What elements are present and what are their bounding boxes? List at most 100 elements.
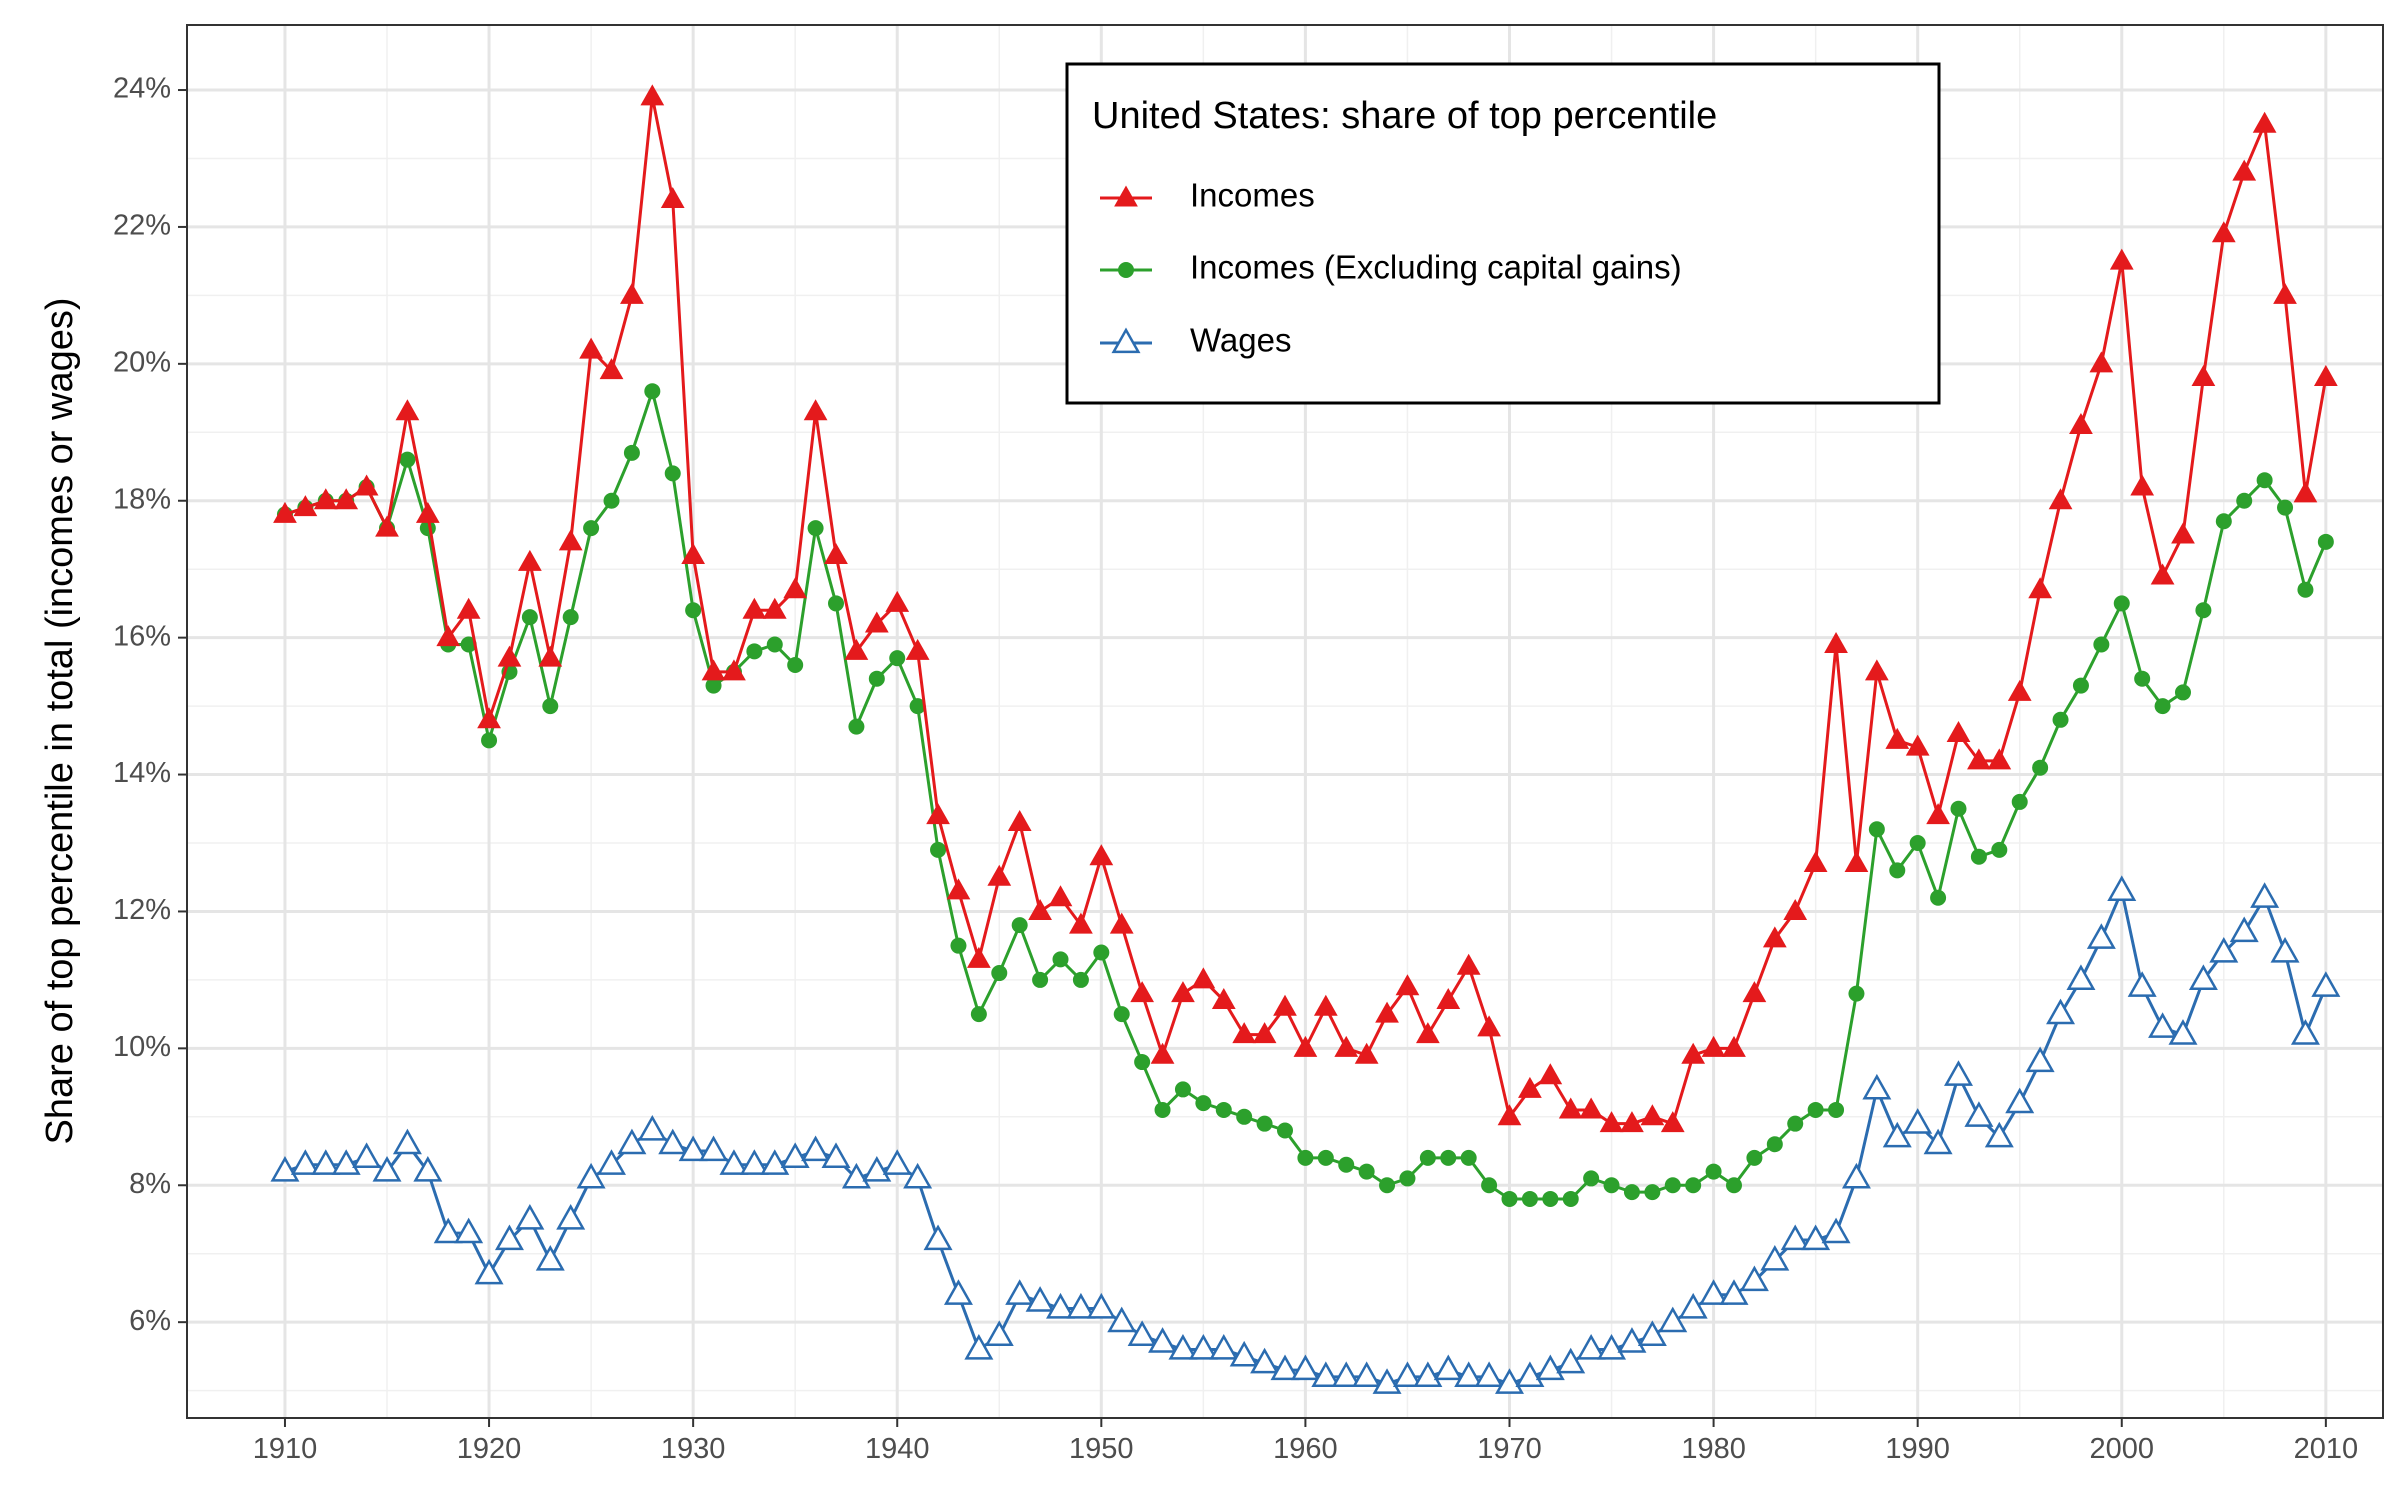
data-point xyxy=(889,650,906,667)
data-point xyxy=(1093,944,1110,961)
data-point xyxy=(1474,1361,1504,1388)
data-point xyxy=(436,625,461,647)
data-point xyxy=(722,659,746,681)
data-point xyxy=(780,1142,810,1168)
data-point xyxy=(1005,1279,1035,1305)
plot-border xyxy=(186,24,2384,1419)
data-point xyxy=(2089,351,2114,373)
data-point xyxy=(844,638,869,660)
data-point xyxy=(1399,1170,1416,1187)
data-point xyxy=(1134,1054,1151,1071)
data-point xyxy=(1419,1149,1436,1166)
data-point xyxy=(273,501,297,523)
legend: United States: share of top percentile I… xyxy=(1065,62,1941,405)
data-point xyxy=(824,543,848,565)
data-point xyxy=(1107,1306,1137,1333)
data-point xyxy=(399,451,416,468)
data-point xyxy=(375,515,399,537)
data-point xyxy=(2195,602,2212,619)
x-tick-label: 1920 xyxy=(457,1433,522,1465)
data-point xyxy=(926,803,950,825)
data-point xyxy=(556,1203,586,1230)
data-point xyxy=(2168,1019,2198,1045)
data-point xyxy=(456,597,481,619)
data-point xyxy=(1174,1081,1191,1098)
data-point xyxy=(1644,1184,1661,1201)
data-point xyxy=(1290,1354,1320,1381)
data-point xyxy=(2277,499,2294,516)
data-point xyxy=(1562,1190,1579,1207)
data-point xyxy=(1640,1104,1665,1126)
data-point xyxy=(1623,1184,1640,1201)
data-point xyxy=(497,645,522,667)
legend-items: Incomes Incomes (Excluding capital gains)… xyxy=(1100,177,1682,359)
data-point xyxy=(2171,522,2195,544)
data-point xyxy=(1824,631,1848,653)
data-point xyxy=(885,590,910,612)
data-point xyxy=(1354,1042,1379,1064)
data-point xyxy=(1725,1177,1742,1194)
data-point xyxy=(2293,481,2318,503)
data-point xyxy=(535,1245,565,1271)
data-point xyxy=(1742,981,1767,1003)
data-point xyxy=(583,520,600,537)
x-tick-label: 1990 xyxy=(1885,1433,1950,1465)
data-point xyxy=(1722,1035,1746,1057)
data-point xyxy=(841,1162,871,1189)
data-point xyxy=(1944,1060,1973,1086)
data-point xyxy=(1311,1361,1341,1388)
data-point xyxy=(760,1149,790,1175)
data-point xyxy=(1970,848,1987,865)
data-point xyxy=(1701,1035,1726,1057)
data-point xyxy=(2215,513,2232,530)
data-point xyxy=(2093,636,2110,653)
data-point xyxy=(617,1128,647,1155)
data-point xyxy=(787,657,804,674)
data-point xyxy=(640,84,665,106)
data-point xyxy=(1072,971,1089,988)
data-point xyxy=(1603,1177,1620,1194)
data-point xyxy=(352,1142,382,1168)
data-point xyxy=(2025,1046,2055,1073)
data-point xyxy=(270,1156,300,1182)
x-tick-label: 2000 xyxy=(2090,1433,2155,1465)
data-point xyxy=(970,1006,987,1023)
data-point xyxy=(2028,577,2053,599)
data-point xyxy=(705,677,722,694)
data-point xyxy=(620,282,644,304)
data-point xyxy=(1392,1361,1422,1388)
data-point xyxy=(1209,1334,1239,1360)
data-point xyxy=(1558,1097,1583,1119)
data-point xyxy=(1481,1177,1498,1194)
data-point xyxy=(1154,1101,1171,1118)
data-point xyxy=(2229,916,2259,943)
data-point xyxy=(2250,882,2280,908)
data-point xyxy=(1658,1306,1688,1333)
legend-key-marker xyxy=(1111,327,1141,354)
data-point xyxy=(2290,1019,2320,1045)
data-point xyxy=(2232,159,2257,181)
data-point xyxy=(1358,1163,1375,1180)
data-point xyxy=(579,337,603,359)
data-point xyxy=(1052,951,1069,968)
data-point xyxy=(1415,1022,1440,1044)
data-point xyxy=(2109,248,2134,270)
data-point xyxy=(1028,898,1052,920)
y-tick-label: 22% xyxy=(113,210,171,242)
data-point xyxy=(433,1217,463,1244)
data-point xyxy=(2256,472,2273,489)
data-point xyxy=(1229,1340,1259,1367)
y-tick-label: 16% xyxy=(113,620,171,652)
data-point xyxy=(1150,1042,1175,1064)
data-point xyxy=(1256,1115,1273,1132)
data-point xyxy=(1232,1022,1257,1044)
data-point xyxy=(1456,953,1481,975)
data-point xyxy=(1889,862,1906,879)
data-point xyxy=(1909,835,1926,852)
data-point xyxy=(2236,492,2253,509)
data-point xyxy=(801,1135,831,1162)
data-point xyxy=(1746,1149,1763,1166)
data-point xyxy=(1862,1073,1892,1100)
data-point xyxy=(521,609,538,626)
data-point xyxy=(517,549,542,571)
